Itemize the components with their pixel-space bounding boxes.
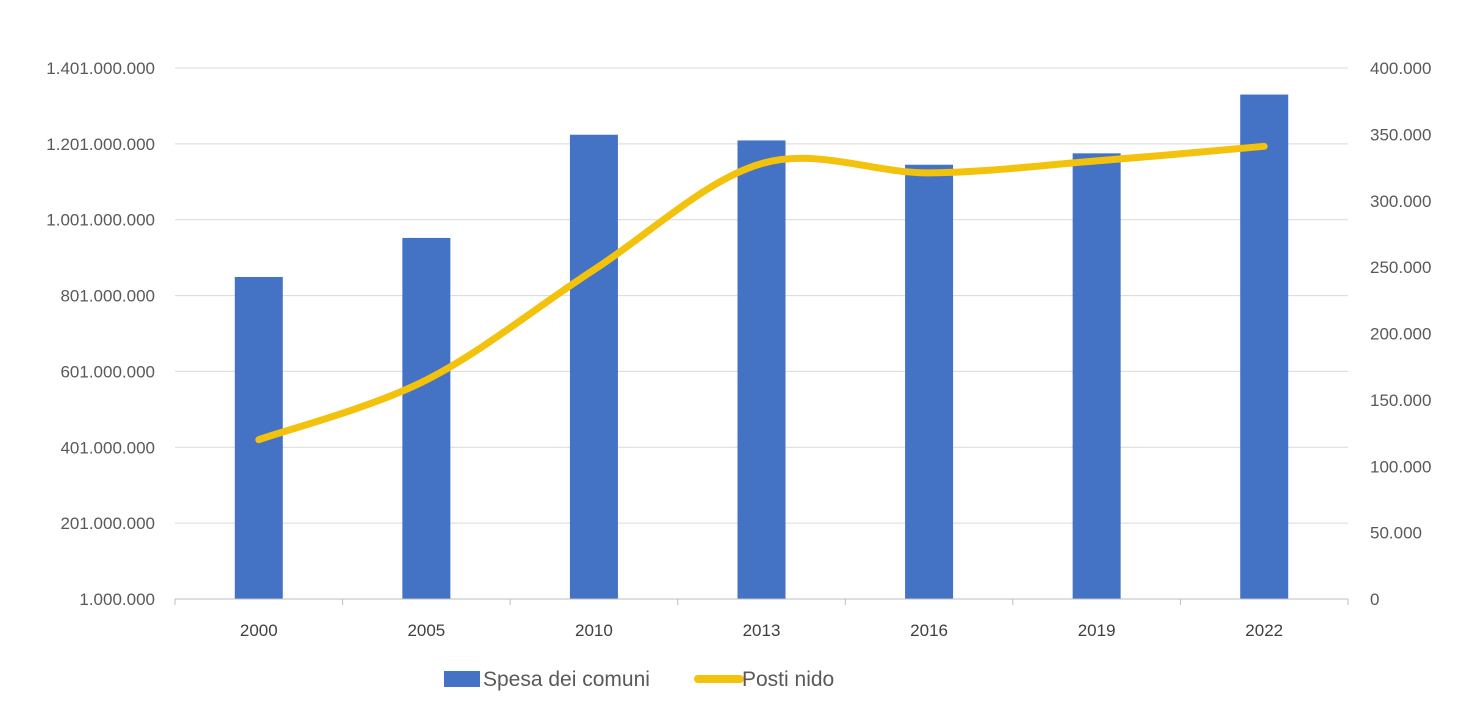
x-tick-label: 2016 <box>910 621 948 640</box>
legend: Spesa dei comuni Posti nido <box>444 668 834 691</box>
left-tick-label: 1.001.000.000 <box>46 211 155 230</box>
right-axis-ticks: 0 50.000 100.000 150.000 200.000 250.000 300.0… <box>1370 59 1431 609</box>
left-tick-label: 1.201.000.000 <box>46 135 155 154</box>
left-tick-label: 601.000.000 <box>60 362 155 381</box>
axes <box>174 598 1349 605</box>
bar-series <box>234 94 1289 600</box>
legend-label-posti: Posti nido <box>742 668 834 691</box>
bar-2005 <box>402 237 451 600</box>
x-tick-label: 2013 <box>743 621 781 640</box>
left-tick-label: 201.000.000 <box>60 514 155 533</box>
x-tick-label: 2000 <box>240 621 278 640</box>
legend-label-spesa: Spesa dei comuni <box>483 668 650 691</box>
bar-2022 <box>1240 94 1289 600</box>
right-tick-label: 150.000 <box>1370 391 1431 410</box>
x-tick-label: 2005 <box>407 621 445 640</box>
left-tick-label: 801.000.000 <box>60 287 155 306</box>
legend-swatch-spesa <box>444 671 480 687</box>
right-tick-label: 300.000 <box>1370 192 1431 211</box>
left-tick-label: 1.401.000.000 <box>46 59 155 78</box>
right-tick-label: 100.000 <box>1370 457 1431 476</box>
x-axis-ticks: 2000 2005 2010 2013 2016 2019 2022 <box>240 621 1283 640</box>
right-tick-label: 200.000 <box>1370 325 1431 344</box>
x-tick-label: 2019 <box>1078 621 1116 640</box>
left-tick-label: 1.000.000 <box>79 590 155 609</box>
bar-2010 <box>569 134 618 600</box>
x-tick-label: 2010 <box>575 621 613 640</box>
line-series <box>255 142 1268 444</box>
x-tick-label: 2022 <box>1245 621 1283 640</box>
bar-2019 <box>1072 153 1121 599</box>
right-tick-label: 250.000 <box>1370 258 1431 277</box>
left-axis-ticks: 1.000.000 201.000.000 401.000.000 601.000.0… <box>46 59 155 609</box>
right-tick-label: 350.000 <box>1370 125 1431 144</box>
right-tick-label: 400.000 <box>1370 59 1431 78</box>
right-tick-label: 0 <box>1370 590 1379 609</box>
bar-2016 <box>905 164 954 600</box>
left-tick-label: 401.000.000 <box>60 438 155 457</box>
bar-2013 <box>737 140 786 599</box>
right-tick-label: 50.000 <box>1370 524 1422 543</box>
